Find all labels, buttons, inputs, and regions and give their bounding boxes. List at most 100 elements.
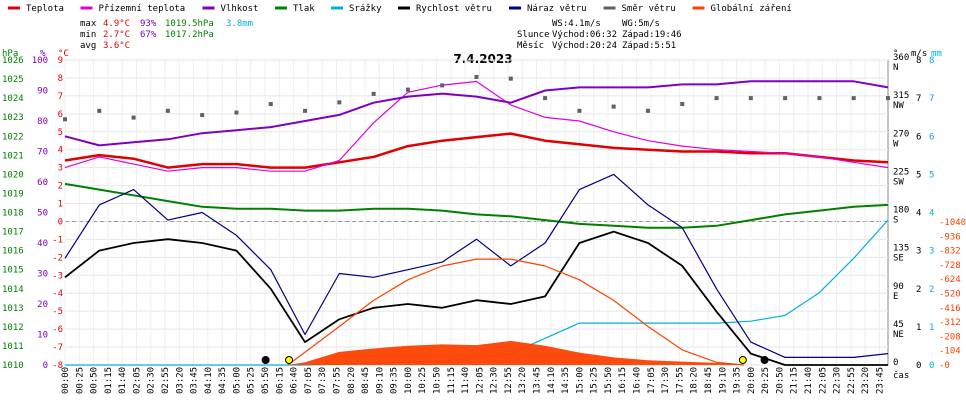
tick-time: 02:05 <box>132 367 142 394</box>
stats-avg-temp: 3.6°C <box>103 41 130 51</box>
tick-time: 12:05 <box>475 367 485 394</box>
astro-block: WS:4.1m/s WG:5m/s Slunce Východ:06:32 Zá… <box>517 19 682 51</box>
tick-ms: 0 <box>916 361 921 371</box>
tick-dir-compass: S <box>893 216 898 226</box>
tick-time: 06:40 <box>290 367 300 394</box>
tick-time: 23:45 <box>875 367 885 394</box>
tick-hpa: 1012 <box>2 323 24 333</box>
tick-pct: 80 <box>37 117 48 127</box>
tick-wm2: -832 <box>939 247 961 257</box>
x-axis: 00:00 00:25 00:50 01:15 01:40 02:05 02:30 02:55… <box>61 367 885 394</box>
tick-time: 11:15 <box>447 367 457 394</box>
axis-label-ms: m/s <box>911 49 927 59</box>
tick-wm2: -208 <box>939 332 961 342</box>
tick-degc: 8 <box>58 74 63 84</box>
tick-degc: 6 <box>58 110 63 120</box>
tick-pct: 30 <box>37 270 48 280</box>
series-p-zemn-teplota <box>64 80 889 172</box>
legend-label-1: Přízemní teplota <box>99 4 186 14</box>
stats-max-hum: 93% <box>140 19 157 29</box>
tick-pct: 50 <box>37 209 48 219</box>
tick-time: 01:15 <box>104 367 114 394</box>
tick-time: 05:25 <box>247 367 257 394</box>
point-smer-vetru <box>200 113 205 118</box>
tick-ms: 8 <box>916 56 921 66</box>
tick-time: 12:55 <box>504 367 514 394</box>
tick-hpa: 1018 <box>2 209 24 219</box>
tick-mm: 6 <box>929 132 934 142</box>
legend-label-3: Tlak <box>293 4 315 14</box>
tick-ms: 4 <box>916 209 921 219</box>
point-smer-vetru <box>817 96 822 101</box>
tick-ms: 2 <box>916 285 921 295</box>
tick-time: 04:35 <box>218 367 228 394</box>
tick-hpa: 1026 <box>2 56 24 66</box>
tick-time: 03:20 <box>175 367 185 394</box>
legend-label-0: Teplota <box>26 4 64 14</box>
tick-dir: 270 <box>893 129 909 139</box>
stats-max-press: 1019.5hPa <box>165 19 214 29</box>
tick-degc: -3 <box>52 271 63 281</box>
tick-time: 22:55 <box>847 367 857 394</box>
tick-mm: 8 <box>929 56 934 66</box>
tick-mm: 3 <box>929 247 934 257</box>
tick-degc: 5 <box>58 128 63 138</box>
tick-time: 13:20 <box>518 367 528 394</box>
tick-hpa: 1025 <box>2 75 24 85</box>
axis-label-hpa: hPa <box>2 49 18 59</box>
tick-degc: 9 <box>58 56 63 66</box>
chart-title: 7.4.2023 <box>453 52 512 66</box>
tick-time: 17:30 <box>661 367 671 394</box>
tick-dir-compass: W <box>893 139 899 149</box>
tick-time: 20:25 <box>761 367 771 394</box>
tick-dir: 90 <box>893 282 904 292</box>
point-smer-vetru <box>97 108 102 113</box>
tick-hpa: 1017 <box>2 228 24 238</box>
tick-hpa: 1015 <box>2 266 24 276</box>
tick-pct: 20 <box>37 300 48 310</box>
point-smer-vetru <box>508 76 513 81</box>
tick-wm2: -936 <box>939 232 961 242</box>
tick-time: 23:20 <box>861 367 871 394</box>
tick-degc: -8 <box>52 361 63 371</box>
sun-set: Západ:19:46 <box>622 30 682 40</box>
tick-pct: 0 <box>43 361 48 371</box>
sun-rise: Východ:06:32 <box>552 30 617 40</box>
tick-pct: 70 <box>37 148 48 158</box>
legend-label-8: Globální záření <box>711 4 792 14</box>
tick-hpa: 1022 <box>2 132 24 142</box>
marker-moonrise <box>760 356 769 364</box>
point-smer-vetru <box>131 115 136 120</box>
tick-time: 10:25 <box>418 367 428 394</box>
tick-time: 09:35 <box>390 367 400 394</box>
tick-time: 03:45 <box>190 367 200 394</box>
tick-time: 21:40 <box>804 367 814 394</box>
point-smer-vetru <box>337 100 342 105</box>
point-smer-vetru <box>543 96 548 101</box>
wind-ws: WS:4.1m/s <box>552 19 601 29</box>
tick-time: 21:15 <box>790 367 800 394</box>
tick-time: 08:20 <box>347 367 357 394</box>
tick-time: 05:50 <box>261 367 271 394</box>
point-smer-vetru <box>714 96 719 101</box>
tick-hpa: 1020 <box>2 170 24 180</box>
tick-time: 16:40 <box>633 367 643 394</box>
tick-time: 17:55 <box>675 367 685 394</box>
point-smer-vetru <box>474 74 479 79</box>
moon-rise: Východ:20:24 <box>552 41 617 51</box>
point-smer-vetru <box>165 108 170 113</box>
tick-time: 00:25 <box>75 367 85 394</box>
point-smer-vetru <box>268 102 273 107</box>
tick-time: 02:55 <box>161 367 171 394</box>
tick-time: 17:05 <box>647 367 657 394</box>
plot-area <box>63 74 890 366</box>
tick-time: 04:10 <box>204 367 214 394</box>
tick-dir: 360 <box>893 53 909 63</box>
legend-label-5: Rychlost větru <box>416 4 492 14</box>
axis-label-time: čas <box>893 370 909 381</box>
tick-time: 15:50 <box>604 367 614 394</box>
left-axes: 1010101110121013101410151016101710181019… <box>2 56 63 371</box>
tick-time: 10:00 <box>404 367 414 394</box>
